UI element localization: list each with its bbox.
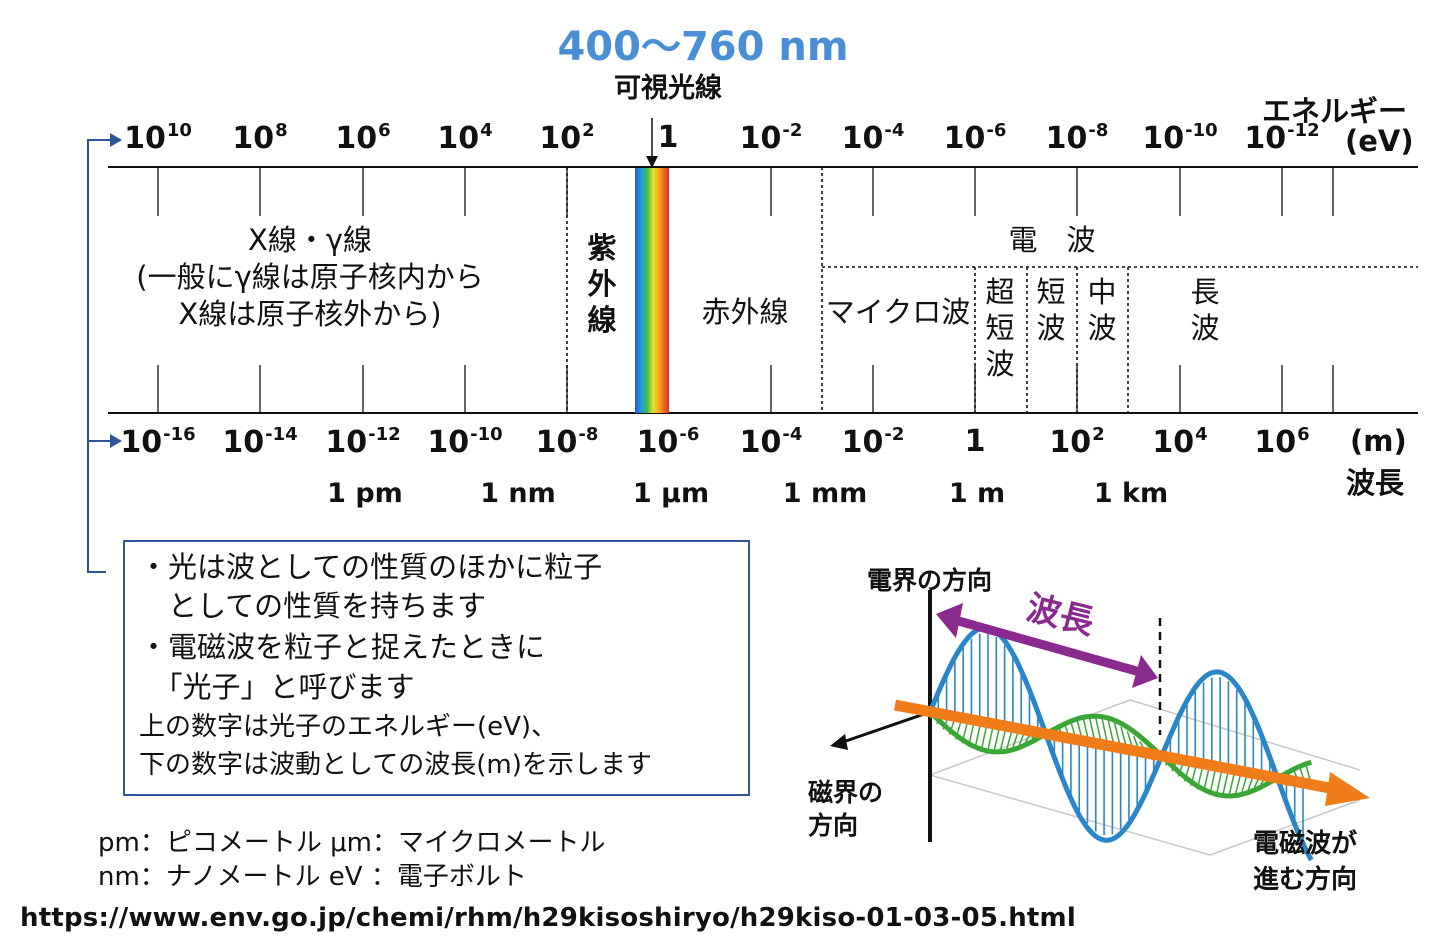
energy-axis-unit: (eV): [1345, 124, 1414, 158]
vhf-label: 超短波: [985, 275, 1015, 381]
wavelength-tick-label: 104: [1152, 424, 1208, 460]
visible-light-label: 可視光線: [614, 73, 722, 104]
wavelength-tick-label: 10-8: [535, 424, 599, 460]
energy-tick-label: 10-4: [841, 120, 905, 156]
unit-legend-line: nm：ナノメートル eV ：電子ボルト: [98, 862, 527, 892]
propagation-direction-label: 電磁波が 進む方向: [1253, 829, 1358, 895]
energy-tick-label: 10-10: [1142, 120, 1218, 156]
energy-tick-label: 1010: [124, 120, 192, 156]
wavelength-tick-label: 102: [1049, 424, 1105, 460]
electric-field-label: 電界の方向: [867, 566, 993, 595]
wavelength-unit-label: 1 km: [1093, 478, 1169, 509]
energy-tick-label: 106: [335, 120, 391, 156]
note-line: 下の数字は波動としての波長(m)を示します: [139, 750, 652, 780]
energy-tick-label: 10-8: [1045, 120, 1109, 156]
wavelength-tick-label: 10-2: [841, 424, 905, 460]
note-line: 上の数字は光子のエネルギー(eV)、: [139, 712, 558, 742]
wavelength-unit-label: 1 mm: [782, 478, 868, 509]
longwave-label: 長波: [1190, 275, 1220, 345]
infrared-label: 赤外線: [701, 295, 789, 329]
xray-gamma-label: X線・γ線 (一般にγ線は原子核内から X線は原子核外から): [136, 223, 484, 331]
energy-axis-title: エネルギー: [1262, 94, 1408, 128]
wavelength-axis-title: 波長: [1346, 466, 1405, 500]
source-url: https://www.env.go.jp/chemi/rhm/h29kisos…: [20, 903, 1076, 933]
wavelength-unit-label: 1 μm: [632, 478, 710, 509]
energy-tick-label: 10-2: [739, 120, 803, 156]
energy-tick-label: 108: [232, 120, 288, 156]
energy-tick-label: 104: [437, 120, 493, 156]
note-line: ・光は波としての性質のほかに粒子: [139, 550, 603, 584]
wavelength-tick-label: 1: [964, 424, 986, 459]
wavelength-axis-unit: (m): [1350, 424, 1407, 458]
magnetic-field-wave: [928, 710, 1312, 799]
wavelength-tick-label: 10-10: [427, 424, 503, 460]
wavelength-tick-label: 10-14: [222, 424, 298, 460]
note-line: 「光子」と呼びます: [139, 670, 415, 704]
wavelength-tick-label: 10-6: [636, 424, 700, 460]
uv-label: 紫外線: [587, 231, 617, 337]
wavelength-unit-label: 1 m: [948, 478, 1006, 509]
magnetic-field-label: 磁界の 方向: [808, 778, 884, 840]
unit-legend-line: pm：ピコメートル μm：マイクロメートル: [98, 828, 606, 858]
microwave-label: マイクロ波: [825, 295, 971, 329]
radio-wave-label: 電 波: [1008, 223, 1096, 257]
note-line: としての性質を持ちます: [139, 589, 487, 623]
wavelength-tick-label: 106: [1254, 424, 1310, 460]
visible-range-label: 400〜760 nm: [557, 24, 849, 70]
energy-tick-label: 10-12: [1244, 120, 1320, 156]
wavelength-unit-label: 1 nm: [480, 478, 556, 509]
wavelength-tick-label: 10-16: [120, 424, 196, 460]
wavelength-unit-label: 1 pm: [327, 478, 403, 509]
wavelength-tick-label: 10-12: [325, 424, 401, 460]
energy-tick-label: 1: [657, 120, 679, 155]
note-line: ・電磁波を粒子と捉えたときに: [139, 630, 546, 664]
wavelength-tick-label: 10-4: [739, 424, 803, 460]
energy-tick-label: 102: [539, 120, 595, 156]
explanation-box: ・光は波としての性質のほかに粒子 としての性質を持ちます ・電磁波を粒子と捉えた…: [123, 540, 750, 796]
shortwave-label: 短波: [1036, 275, 1066, 345]
mediumwave-label: 中波: [1087, 275, 1117, 345]
visible-spectrum-band: [635, 168, 669, 413]
em-wave-diagram: [830, 590, 1370, 862]
energy-tick-label: 10-6: [943, 120, 1007, 156]
